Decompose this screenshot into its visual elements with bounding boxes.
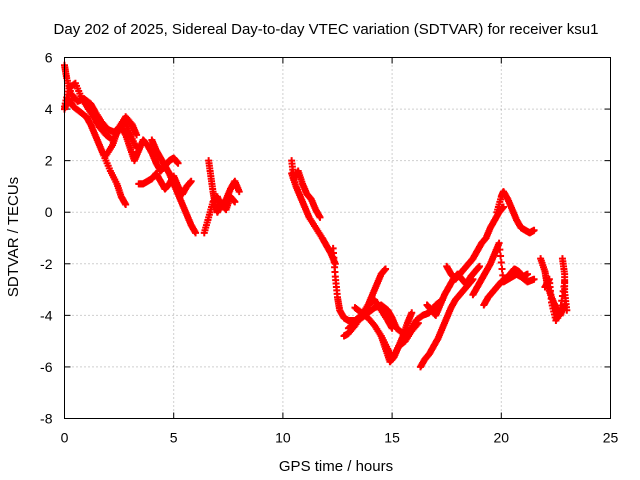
data-point — [530, 275, 538, 283]
data-point — [174, 159, 182, 167]
x-tick-label: 10 — [275, 430, 291, 446]
x-tick-label: 5 — [170, 430, 178, 446]
series-arc-n — [377, 309, 416, 366]
y-tick-label: 2 — [45, 153, 53, 169]
series-arc-m — [344, 296, 446, 337]
x-axis-label: GPS time / hours — [279, 458, 393, 475]
plot-frame — [64, 57, 611, 419]
chart-title: Day 202 of 2025, Sidereal Day-to-day VTE… — [54, 21, 599, 38]
data-point — [133, 131, 141, 139]
data-point — [231, 198, 239, 206]
series-arc-c — [102, 123, 182, 175]
series-arc-q — [443, 203, 507, 283]
data-point — [497, 258, 505, 266]
y-tick-label: -8 — [40, 411, 53, 427]
x-tick-label: 25 — [603, 430, 619, 446]
data-point — [495, 239, 503, 247]
series-arc-s — [493, 188, 538, 237]
data-point — [408, 309, 416, 317]
y-tick-label: 0 — [45, 204, 53, 220]
data-point — [530, 226, 538, 234]
series-arc-p — [423, 262, 483, 319]
y-tick-label: 4 — [45, 101, 53, 117]
data-point — [235, 188, 243, 196]
y-tick-label: 6 — [45, 50, 53, 66]
series-arc-b — [61, 95, 130, 208]
series-arc-g — [205, 157, 239, 216]
y-axis-label: SDTVAR / TECUs — [5, 177, 22, 297]
y-tick-label: -2 — [40, 256, 53, 272]
data-point — [382, 265, 390, 273]
series-arc-e — [148, 136, 200, 237]
x-tick-label: 15 — [384, 430, 400, 446]
data-point — [316, 213, 324, 221]
series-arc-d — [135, 170, 195, 198]
data-point — [498, 265, 506, 273]
data-point — [563, 306, 571, 314]
x-tick-label: 20 — [494, 430, 510, 446]
data-points — [61, 61, 571, 371]
series-arc-i — [288, 170, 339, 268]
data-point — [496, 246, 504, 254]
y-tick-label: -6 — [40, 359, 53, 375]
grid — [64, 57, 611, 419]
x-tick-label: 0 — [61, 430, 69, 446]
data-point — [497, 252, 505, 260]
data-point — [192, 229, 200, 237]
data-point — [122, 200, 130, 208]
y-tick-label: -4 — [40, 307, 53, 323]
series-arc-t — [480, 265, 532, 309]
series-arc-o — [416, 275, 477, 371]
data-point — [187, 177, 195, 185]
data-point — [524, 270, 532, 278]
series-arc-w — [558, 255, 571, 314]
data-point — [475, 262, 483, 270]
